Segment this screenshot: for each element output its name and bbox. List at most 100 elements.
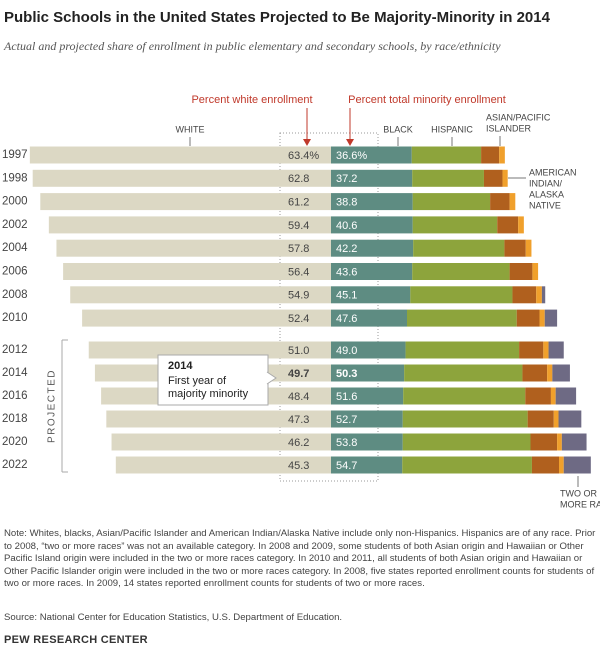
arrow-head	[303, 139, 311, 146]
bar-segment	[543, 341, 549, 359]
bar-segment	[552, 364, 570, 382]
bar-segment	[331, 309, 407, 327]
bar-segment	[555, 387, 577, 405]
value-label: 47.3	[288, 414, 309, 426]
value-label: 53.8	[336, 437, 357, 449]
value-label: 52.7	[336, 414, 357, 426]
bar-segment	[563, 456, 591, 474]
legend-label: MORE RACES	[560, 499, 600, 509]
source: Source: National Center for Education St…	[4, 612, 343, 623]
bar-segment	[530, 433, 558, 451]
bar-segment	[539, 309, 545, 327]
bar-segment	[412, 169, 484, 187]
bar-segment	[512, 286, 537, 304]
value-label: 56.4	[288, 266, 309, 278]
value-label: 46.2	[288, 437, 309, 449]
value-label: 42.2	[336, 243, 357, 255]
legend-label: ALASKA	[529, 189, 564, 199]
bar-segment	[509, 193, 516, 211]
legend-label: NATIVE	[529, 200, 561, 210]
bar-segment	[40, 193, 332, 211]
bar-segment	[558, 410, 582, 428]
callout-pointer	[266, 371, 277, 385]
column-label: Percent total minority enrollment	[348, 94, 506, 106]
bar-segment	[527, 410, 554, 428]
bar-segment	[331, 146, 412, 164]
legend-label: ASIAN/PACIFIC	[486, 112, 551, 122]
projected-label: PROJECTED	[47, 369, 58, 443]
value-label: 49.7	[288, 368, 309, 380]
bar-segment	[516, 309, 540, 327]
bar-segment	[63, 263, 331, 280]
category-label: 2008	[2, 289, 28, 301]
callout-text: majority minority	[168, 388, 249, 400]
value-label: 59.4	[288, 220, 309, 232]
callout-text: First year of	[168, 375, 227, 387]
bar-segment	[331, 387, 404, 405]
bar-segment	[557, 433, 562, 451]
value-label: 47.6	[336, 313, 357, 325]
category-label: 2022	[2, 459, 28, 471]
bar-segment	[536, 286, 542, 304]
bar-segment	[115, 456, 331, 474]
legend-label: BLACK	[383, 124, 413, 134]
callout-box	[157, 354, 269, 406]
bar-segment	[331, 433, 403, 451]
bar-segment	[29, 146, 331, 164]
legend-label: TWO OR	[560, 488, 597, 498]
legend-label: INDIAN/	[529, 178, 563, 188]
bar-segment	[48, 216, 331, 234]
callout-title: 2014	[168, 360, 193, 372]
note: Note: Whites, blacks, Asian/Pacific Isla…	[4, 528, 596, 589]
chart-subtitle: Actual and projected share of enrollment…	[3, 39, 501, 53]
category-label: 1998	[2, 172, 28, 184]
bar-segment	[404, 364, 523, 382]
category-label: 2016	[2, 390, 28, 402]
bar-segment	[410, 286, 513, 304]
value-label: 51.6	[336, 391, 357, 403]
bar-segment	[518, 216, 524, 234]
bar-segment	[403, 387, 526, 405]
bar-segment	[499, 146, 505, 164]
bar-segment	[331, 410, 403, 428]
value-label: 54.7	[336, 460, 357, 472]
bar-segment	[331, 169, 413, 187]
bar-segment	[82, 309, 331, 327]
value-label: 57.8	[288, 243, 309, 255]
bar-segment	[412, 263, 510, 280]
bar-segment	[331, 193, 413, 211]
bar-segment	[331, 364, 405, 382]
bar-segment	[559, 456, 564, 474]
value-label: 61.2	[288, 197, 309, 209]
value-label: 37.2	[336, 173, 357, 185]
value-label: 48.4	[288, 391, 309, 403]
category-label: 2006	[2, 266, 28, 278]
value-label: 49.0	[336, 345, 357, 357]
value-label: 40.6	[336, 220, 357, 232]
bar-segment	[56, 239, 331, 257]
bar-segment	[331, 286, 411, 304]
bar-segment	[519, 341, 544, 359]
value-label: 62.8	[288, 173, 309, 185]
bar-segment	[509, 263, 533, 280]
legend-label: WHITE	[176, 124, 205, 134]
bar-segment	[106, 410, 331, 428]
legend-label: AMERICAN	[529, 167, 577, 177]
bar-segment	[412, 193, 491, 211]
category-label: 1997	[2, 149, 28, 161]
bar-segment	[32, 169, 331, 187]
bar-segment	[550, 387, 556, 405]
value-label: 51.0	[288, 345, 309, 357]
value-label: 45.1	[336, 290, 357, 302]
value-label: 36.6%	[336, 150, 367, 162]
bar-segment	[402, 433, 531, 451]
bar-segment	[544, 309, 558, 327]
category-label: 2018	[2, 413, 28, 425]
value-label: 50.3	[336, 368, 357, 380]
category-label: 2014	[2, 367, 28, 379]
value-label: 38.8	[336, 197, 357, 209]
bar-segment	[402, 410, 528, 428]
bar-segment	[502, 169, 508, 187]
bar-segment	[553, 410, 559, 428]
